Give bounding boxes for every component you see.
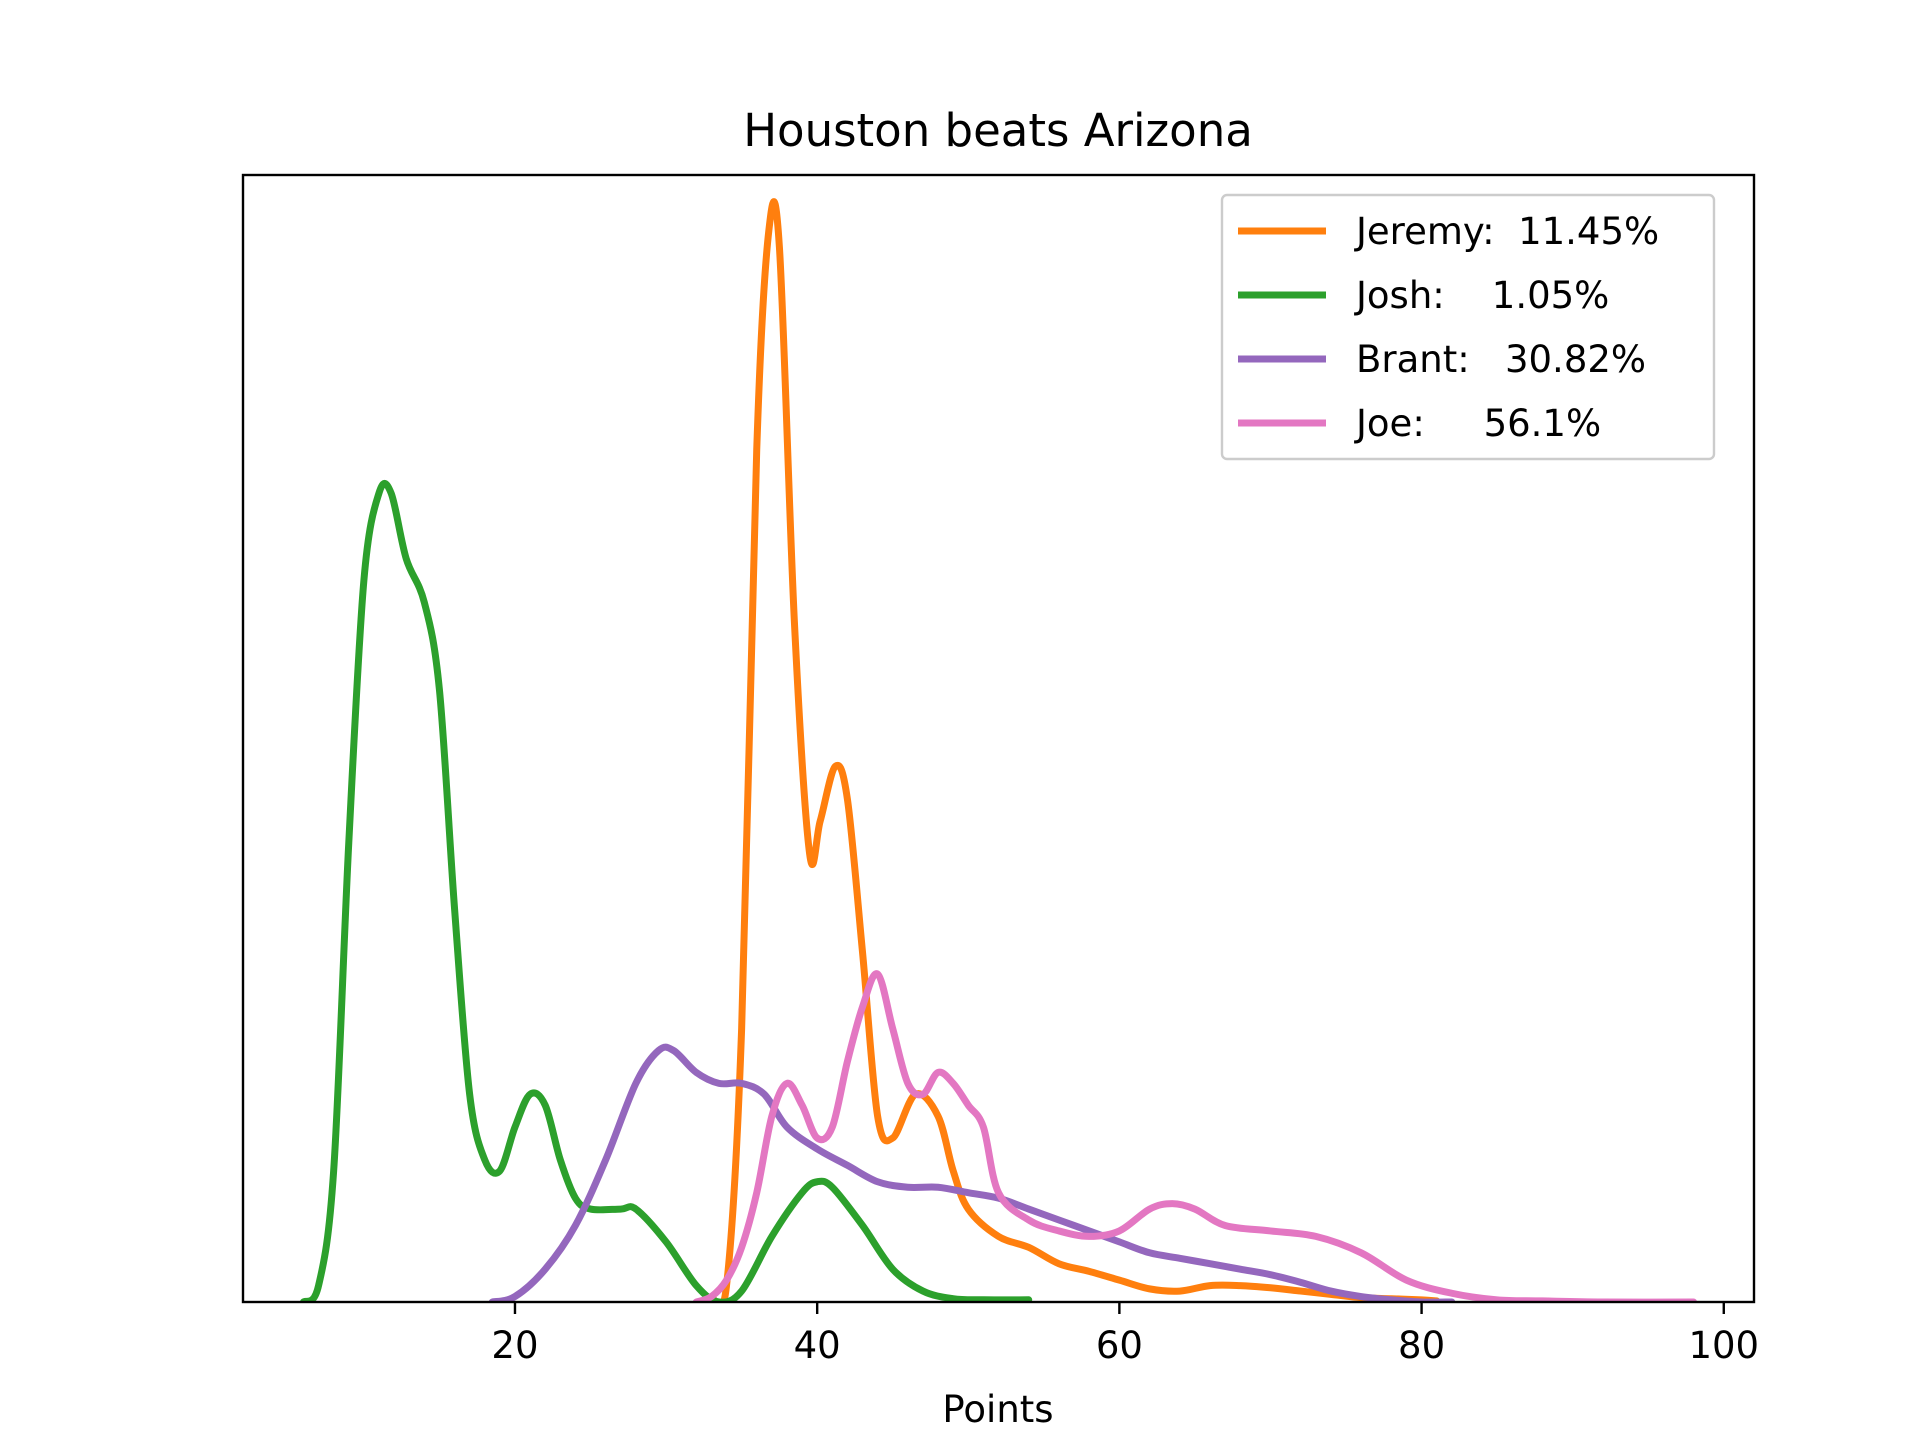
series-line-4 [692,970,1698,1302]
x-tick-label: 60 [1096,1324,1143,1367]
chart-title: Houston beats Arizona [743,104,1253,157]
x-tick-label: 40 [794,1324,841,1367]
plot-frame [241,173,1756,1304]
series-line-3 [488,1043,1456,1302]
legend-entry: Joe: 56.1% [1238,402,1601,445]
legend-label: Josh: 1.05% [1354,274,1609,317]
legend-label: Joe: 56.1% [1354,402,1601,445]
x-axis-ticks: 20 40 60 80 100 [491,1302,1759,1367]
x-tick-label: 80 [1398,1324,1445,1367]
series-line-1 [707,198,1441,1302]
legend: Jeremy: 11.45% Josh: 1.05% Brant: 30.82% Jo… [1220,193,1716,461]
legend-entry: Josh: 1.05% [1238,274,1609,317]
legend-entry: Jeremy: 11.45% [1238,210,1659,253]
legend-label: Brant: 30.82% [1356,338,1646,381]
x-tick-label: 100 [1688,1324,1759,1367]
legend-frame [1220,193,1716,461]
series-layer [299,198,1698,1302]
legend-label: Jeremy: 11.45% [1354,210,1659,253]
series-line-2 [299,479,1033,1302]
x-axis-label: Points [942,1388,1053,1431]
x-tick-label: 20 [491,1324,538,1367]
legend-entry: Brant: 30.82% [1238,338,1646,381]
